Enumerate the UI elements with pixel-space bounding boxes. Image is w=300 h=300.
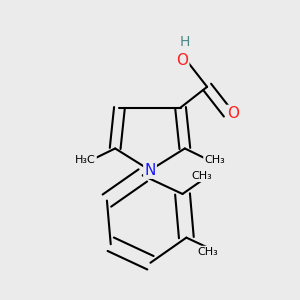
Text: H: H (180, 35, 190, 49)
Text: O: O (176, 53, 188, 68)
Text: O: O (227, 106, 239, 121)
Text: CH₃: CH₃ (197, 247, 218, 257)
Text: H₃C: H₃C (75, 155, 96, 165)
Text: CH₃: CH₃ (204, 155, 225, 165)
Text: N: N (144, 163, 156, 178)
Text: CH₃: CH₃ (191, 171, 212, 181)
